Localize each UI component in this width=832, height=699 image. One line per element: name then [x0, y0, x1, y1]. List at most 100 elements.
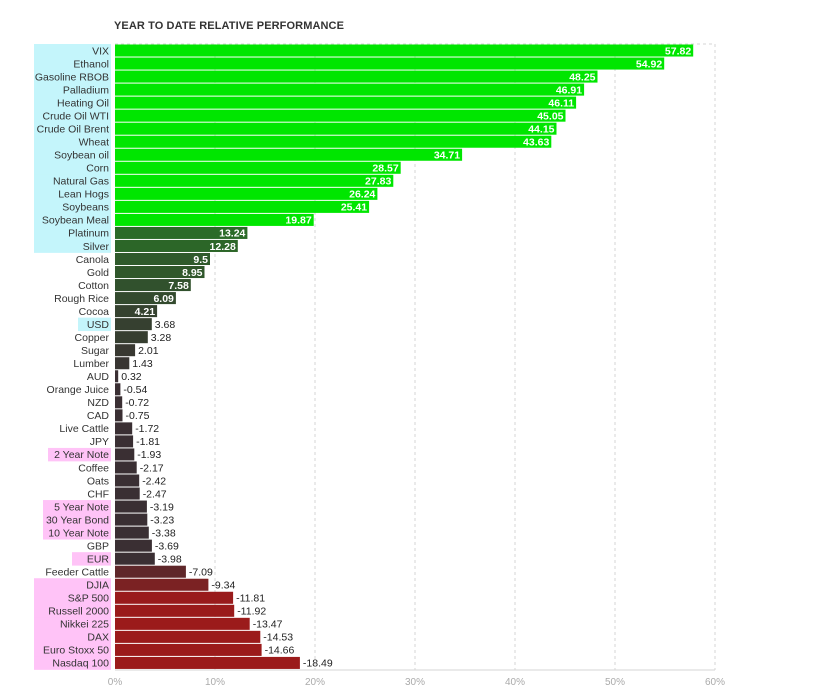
category-label: Cocoa — [79, 306, 110, 318]
bar — [115, 461, 137, 474]
category-label: Soybean Meal — [42, 215, 109, 227]
label-highlight — [34, 226, 111, 240]
category-label: EUR — [87, 553, 110, 565]
value-label: -3.69 — [155, 540, 179, 552]
value-label: -1.81 — [136, 436, 160, 448]
label-highlight — [34, 57, 111, 71]
label-highlight — [34, 83, 111, 97]
value-label: 8.95 — [182, 267, 203, 279]
label-highlight — [34, 604, 111, 618]
category-label: CAD — [87, 410, 110, 422]
category-label: 10 Year Note — [48, 527, 109, 539]
bar — [115, 604, 235, 617]
value-label: -2.42 — [142, 475, 166, 487]
category-label: Lumber — [73, 358, 109, 370]
bar — [115, 526, 149, 539]
category-label: CHF — [87, 488, 109, 500]
bar — [115, 422, 133, 435]
category-label: S&P 500 — [68, 593, 109, 605]
category-label: Lean Hogs — [58, 189, 109, 201]
value-label: -11.81 — [236, 593, 265, 605]
bar — [115, 370, 119, 383]
bar — [115, 213, 314, 226]
x-tick-label: 10% — [205, 677, 225, 688]
label-highlight — [43, 526, 111, 540]
bar — [115, 331, 148, 344]
bar — [115, 500, 147, 513]
label-highlight — [34, 239, 111, 253]
category-label: VIX — [92, 45, 109, 57]
category-label: Rough Rice — [54, 293, 109, 305]
bar — [115, 396, 123, 409]
label-highlight — [34, 135, 111, 149]
value-label: 57.82 — [665, 45, 691, 57]
category-label: Ethanol — [73, 58, 109, 70]
category-label: 5 Year Note — [54, 501, 109, 513]
bar — [115, 357, 130, 370]
category-label: Platinum — [68, 228, 109, 240]
bar — [115, 409, 123, 422]
value-label: -0.72 — [125, 397, 149, 409]
category-label: Nasdaq 100 — [52, 658, 109, 670]
label-highlight — [72, 552, 111, 566]
bar — [115, 591, 234, 604]
bar — [115, 656, 300, 669]
bar — [115, 474, 140, 487]
value-label: -18.49 — [303, 658, 333, 670]
category-label: Sugar — [81, 345, 110, 357]
category-label: USD — [87, 319, 110, 331]
value-label: 44.15 — [528, 123, 554, 135]
category-label: Feeder Cattle — [45, 567, 109, 579]
value-label: -9.34 — [211, 580, 235, 592]
label-highlight — [34, 200, 111, 214]
label-highlight — [34, 174, 111, 188]
label-highlight — [34, 109, 111, 123]
x-tick-label: 50% — [605, 677, 625, 688]
value-label: -3.38 — [152, 527, 176, 539]
value-label: 4.21 — [135, 306, 156, 318]
bar — [115, 70, 598, 83]
value-label: 25.41 — [341, 202, 367, 214]
value-label: -1.72 — [135, 423, 159, 435]
value-label: 12.28 — [210, 241, 236, 253]
bar — [115, 187, 378, 200]
value-label: -3.23 — [150, 514, 174, 526]
label-highlight — [34, 643, 111, 657]
bar — [115, 630, 261, 643]
value-label: 2.01 — [138, 345, 159, 357]
category-label: DAX — [87, 632, 109, 644]
bar — [115, 305, 158, 318]
category-label: Corn — [86, 163, 109, 175]
value-label: -11.92 — [237, 606, 266, 618]
category-label: Euro Stoxx 50 — [43, 645, 109, 657]
chart-title: YEAR TO DATE RELATIVE PERFORMANCE — [114, 20, 345, 32]
label-highlight — [34, 630, 111, 644]
bar — [115, 487, 140, 500]
label-highlight — [48, 447, 111, 462]
bar — [115, 539, 152, 552]
category-label: Natural Gas — [53, 176, 109, 188]
bar — [115, 161, 401, 174]
bar — [115, 135, 552, 148]
bar — [115, 513, 148, 526]
bar — [115, 578, 209, 591]
bar — [115, 148, 463, 161]
bar — [115, 552, 155, 565]
bar — [115, 122, 557, 135]
value-label: 3.68 — [155, 319, 176, 331]
bar — [115, 83, 585, 96]
bar — [115, 200, 370, 213]
value-label: 46.11 — [548, 97, 574, 109]
category-label: Cotton — [78, 280, 109, 292]
bar — [115, 344, 136, 357]
value-label: 7.58 — [168, 280, 189, 292]
bar — [115, 174, 394, 187]
category-label: AUD — [87, 371, 110, 383]
bar — [115, 96, 577, 109]
value-label: 6.09 — [153, 293, 174, 305]
label-highlight — [34, 187, 111, 201]
value-label: 28.57 — [372, 163, 398, 175]
value-label: 19.87 — [285, 215, 311, 227]
label-highlight — [43, 500, 111, 514]
